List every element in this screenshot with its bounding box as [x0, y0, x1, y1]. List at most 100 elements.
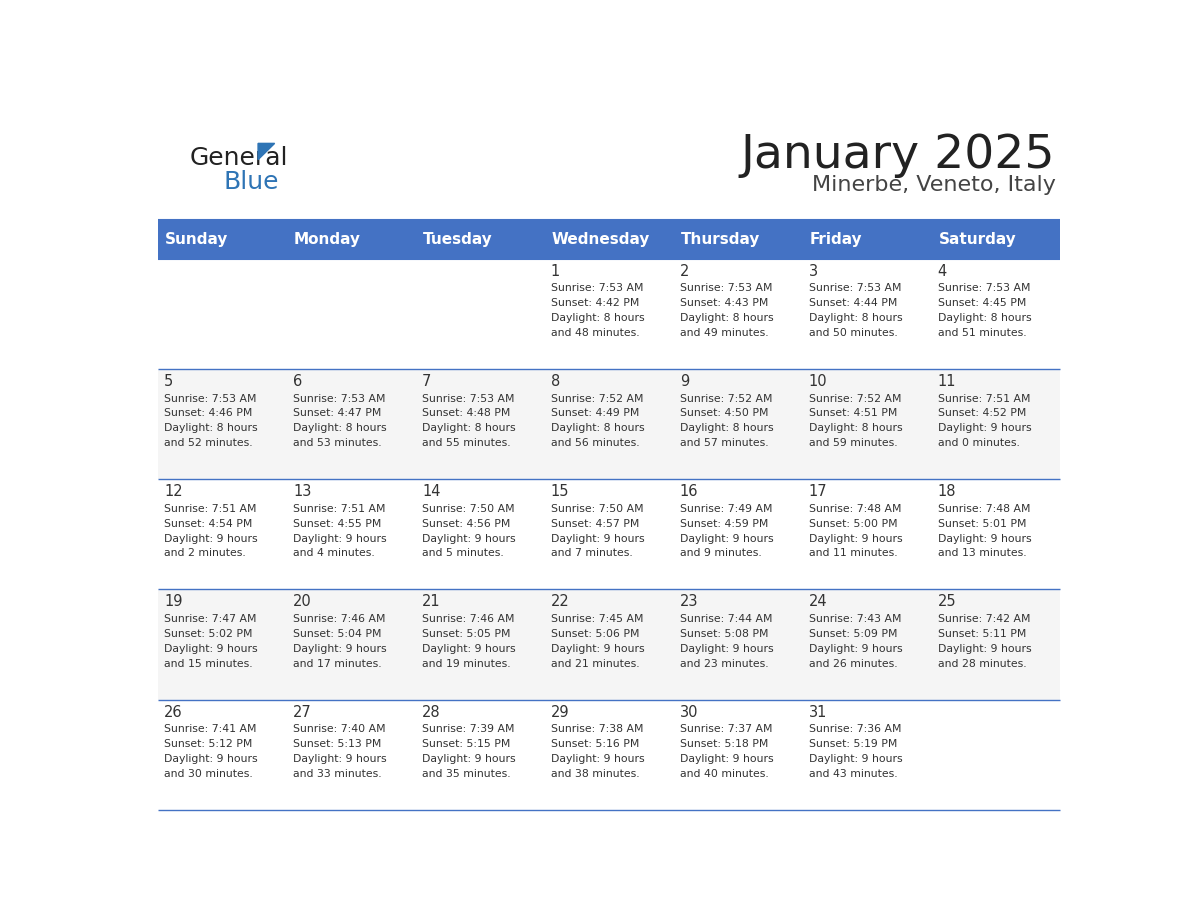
Text: Daylight: 9 hours: Daylight: 9 hours: [680, 533, 773, 543]
Text: Sunset: 4:55 PM: Sunset: 4:55 PM: [293, 519, 381, 529]
Text: and 9 minutes.: and 9 minutes.: [680, 548, 762, 558]
Text: Sunrise: 7:44 AM: Sunrise: 7:44 AM: [680, 614, 772, 624]
Text: 18: 18: [937, 484, 956, 499]
Text: Sunset: 4:49 PM: Sunset: 4:49 PM: [551, 409, 639, 419]
Text: 7: 7: [422, 374, 431, 389]
Text: Daylight: 9 hours: Daylight: 9 hours: [680, 754, 773, 764]
Text: and 0 minutes.: and 0 minutes.: [937, 438, 1019, 448]
Text: Sunset: 4:50 PM: Sunset: 4:50 PM: [680, 409, 769, 419]
Text: Daylight: 9 hours: Daylight: 9 hours: [809, 533, 902, 543]
Text: 12: 12: [164, 484, 183, 499]
Text: and 2 minutes.: and 2 minutes.: [164, 548, 246, 558]
Text: 22: 22: [551, 594, 569, 610]
Text: Daylight: 9 hours: Daylight: 9 hours: [293, 754, 386, 764]
Text: Thursday: Thursday: [681, 231, 760, 247]
Text: Sunset: 5:06 PM: Sunset: 5:06 PM: [551, 629, 639, 639]
Text: Sunset: 5:04 PM: Sunset: 5:04 PM: [293, 629, 381, 639]
Text: and 5 minutes.: and 5 minutes.: [422, 548, 504, 558]
Text: 8: 8: [551, 374, 560, 389]
Text: Sunrise: 7:53 AM: Sunrise: 7:53 AM: [551, 284, 644, 294]
Text: Daylight: 8 hours: Daylight: 8 hours: [551, 313, 644, 323]
Text: Sunrise: 7:51 AM: Sunrise: 7:51 AM: [293, 504, 386, 514]
Text: Daylight: 9 hours: Daylight: 9 hours: [551, 644, 644, 654]
Text: 16: 16: [680, 484, 699, 499]
Text: Sunrise: 7:48 AM: Sunrise: 7:48 AM: [809, 504, 902, 514]
Text: 6: 6: [293, 374, 302, 389]
Text: Sunrise: 7:46 AM: Sunrise: 7:46 AM: [293, 614, 386, 624]
Text: Sunset: 5:08 PM: Sunset: 5:08 PM: [680, 629, 769, 639]
Text: 27: 27: [293, 705, 311, 720]
Text: Sunset: 4:56 PM: Sunset: 4:56 PM: [422, 519, 511, 529]
Text: Sunrise: 7:50 AM: Sunrise: 7:50 AM: [551, 504, 644, 514]
Text: 2: 2: [680, 263, 689, 278]
Text: Sunset: 4:46 PM: Sunset: 4:46 PM: [164, 409, 253, 419]
Text: and 4 minutes.: and 4 minutes.: [293, 548, 374, 558]
Text: Daylight: 9 hours: Daylight: 9 hours: [422, 754, 516, 764]
Text: Sunrise: 7:40 AM: Sunrise: 7:40 AM: [293, 724, 386, 734]
Text: Sunrise: 7:53 AM: Sunrise: 7:53 AM: [937, 284, 1030, 294]
Text: and 55 minutes.: and 55 minutes.: [422, 438, 511, 448]
Text: Sunset: 5:12 PM: Sunset: 5:12 PM: [164, 739, 253, 749]
Text: 25: 25: [937, 594, 956, 610]
Text: and 26 minutes.: and 26 minutes.: [809, 659, 897, 668]
Text: Sunset: 5:05 PM: Sunset: 5:05 PM: [422, 629, 511, 639]
Text: and 49 minutes.: and 49 minutes.: [680, 328, 769, 338]
Text: Sunrise: 7:51 AM: Sunrise: 7:51 AM: [164, 504, 257, 514]
Text: Daylight: 9 hours: Daylight: 9 hours: [164, 644, 258, 654]
Text: Sunrise: 7:39 AM: Sunrise: 7:39 AM: [422, 724, 514, 734]
Text: Sunset: 5:15 PM: Sunset: 5:15 PM: [422, 739, 511, 749]
Text: Sunset: 5:02 PM: Sunset: 5:02 PM: [164, 629, 253, 639]
FancyBboxPatch shape: [158, 479, 1060, 589]
Text: 30: 30: [680, 705, 699, 720]
Text: Daylight: 9 hours: Daylight: 9 hours: [164, 533, 258, 543]
Text: Sunrise: 7:38 AM: Sunrise: 7:38 AM: [551, 724, 644, 734]
Text: Saturday: Saturday: [939, 231, 1016, 247]
Text: Sunrise: 7:53 AM: Sunrise: 7:53 AM: [293, 394, 386, 404]
Text: and 7 minutes.: and 7 minutes.: [551, 548, 632, 558]
Text: Sunset: 4:51 PM: Sunset: 4:51 PM: [809, 409, 897, 419]
Text: 23: 23: [680, 594, 699, 610]
Text: Sunrise: 7:43 AM: Sunrise: 7:43 AM: [809, 614, 902, 624]
Text: and 52 minutes.: and 52 minutes.: [164, 438, 253, 448]
FancyBboxPatch shape: [158, 219, 1060, 259]
Text: Sunset: 4:57 PM: Sunset: 4:57 PM: [551, 519, 639, 529]
Text: Sunrise: 7:46 AM: Sunrise: 7:46 AM: [422, 614, 514, 624]
Text: and 21 minutes.: and 21 minutes.: [551, 659, 639, 668]
Text: and 43 minutes.: and 43 minutes.: [809, 769, 897, 779]
Text: Sunrise: 7:53 AM: Sunrise: 7:53 AM: [422, 394, 514, 404]
Text: Sunrise: 7:49 AM: Sunrise: 7:49 AM: [680, 504, 772, 514]
Text: 3: 3: [809, 263, 817, 278]
Text: 19: 19: [164, 594, 183, 610]
Text: Sunrise: 7:47 AM: Sunrise: 7:47 AM: [164, 614, 257, 624]
Text: 10: 10: [809, 374, 827, 389]
Text: Daylight: 8 hours: Daylight: 8 hours: [293, 423, 386, 433]
Text: Daylight: 9 hours: Daylight: 9 hours: [164, 754, 258, 764]
Text: Minerbe, Veneto, Italy: Minerbe, Veneto, Italy: [811, 175, 1055, 196]
Text: Sunset: 5:00 PM: Sunset: 5:00 PM: [809, 519, 897, 529]
Text: and 53 minutes.: and 53 minutes.: [293, 438, 381, 448]
Text: 17: 17: [809, 484, 827, 499]
Text: Friday: Friday: [809, 231, 862, 247]
Text: 13: 13: [293, 484, 311, 499]
Text: and 40 minutes.: and 40 minutes.: [680, 769, 769, 779]
FancyBboxPatch shape: [158, 259, 1060, 369]
Text: Sunset: 5:13 PM: Sunset: 5:13 PM: [293, 739, 381, 749]
Text: 31: 31: [809, 705, 827, 720]
Text: 20: 20: [293, 594, 311, 610]
Text: 5: 5: [164, 374, 173, 389]
Text: 4: 4: [937, 263, 947, 278]
Text: and 28 minutes.: and 28 minutes.: [937, 659, 1026, 668]
Text: and 35 minutes.: and 35 minutes.: [422, 769, 511, 779]
Text: Sunset: 5:09 PM: Sunset: 5:09 PM: [809, 629, 897, 639]
Text: and 11 minutes.: and 11 minutes.: [809, 548, 897, 558]
Text: 26: 26: [164, 705, 183, 720]
Text: Sunset: 5:01 PM: Sunset: 5:01 PM: [937, 519, 1026, 529]
Text: Sunset: 5:11 PM: Sunset: 5:11 PM: [937, 629, 1026, 639]
Text: Daylight: 9 hours: Daylight: 9 hours: [937, 644, 1031, 654]
Text: Sunrise: 7:37 AM: Sunrise: 7:37 AM: [680, 724, 772, 734]
Text: Daylight: 9 hours: Daylight: 9 hours: [422, 533, 516, 543]
Text: and 15 minutes.: and 15 minutes.: [164, 659, 253, 668]
Text: Daylight: 9 hours: Daylight: 9 hours: [293, 644, 386, 654]
Text: Daylight: 9 hours: Daylight: 9 hours: [809, 644, 902, 654]
Text: 1: 1: [551, 263, 560, 278]
